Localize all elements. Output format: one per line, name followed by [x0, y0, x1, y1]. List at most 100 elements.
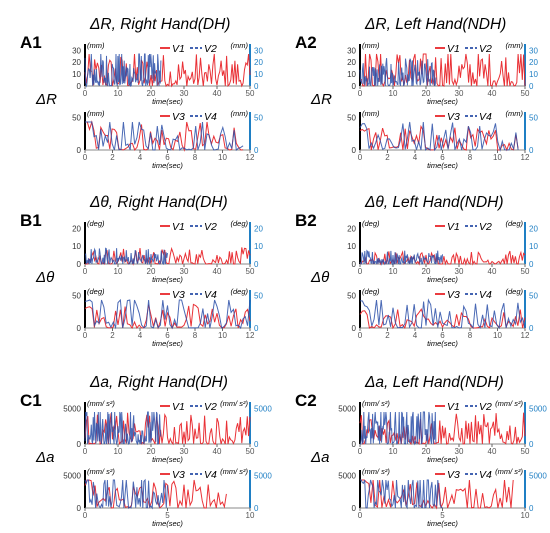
right-unit-label: (mm) [506, 109, 524, 118]
left-tick-label: 0 [352, 324, 357, 333]
right-tick-label: 20 [254, 58, 263, 67]
x-tick-label: 50 [246, 267, 255, 276]
legend-label: V1 [172, 401, 185, 413]
row-label: Δa [35, 449, 54, 466]
x-tick-label: 10 [218, 153, 227, 162]
left-tick-label: 10 [347, 242, 356, 251]
panel-title: ΔR, Right Hand(DH) [89, 16, 230, 33]
left-tick-label: 0 [352, 440, 357, 449]
subplot-a1-bottom: 0 2 4 6 8 10 12 time(sec) 0 50 0 50 (mm) (mm) V3 V4 [72, 109, 263, 170]
x-tick-label: 0 [358, 89, 363, 98]
left-tick-label: 5000 [338, 472, 356, 481]
x-tick-label: 20 [422, 89, 431, 98]
right-tick-label: 50 [254, 114, 263, 123]
x-tick-label: 30 [180, 267, 189, 276]
left-unit-label: (mm/ s²) [87, 467, 115, 476]
subplot-b1-bottom: 0 2 4 6 8 10 12 time(sec) 0 50 0 50 (deg) (deg) V3 V4 [72, 287, 263, 348]
x-tick-label: 30 [455, 89, 464, 98]
left-tick-label: 0 [77, 324, 82, 333]
x-tick-label: 50 [246, 89, 255, 98]
panel-id: A2 [295, 33, 317, 52]
right-unit-label: (mm) [231, 109, 249, 118]
panel-title: Δa, Left Hand(NDH) [364, 374, 504, 391]
left-tick-label: 50 [347, 292, 356, 301]
right-tick-label: 50 [529, 292, 538, 301]
x-tick-label: 2 [110, 153, 115, 162]
right-tick-label: 0 [529, 82, 534, 91]
left-unit-label: (mm) [362, 41, 380, 50]
panel-title: ΔR, Left Hand(NDH) [364, 16, 506, 33]
series-line-v3 [360, 479, 514, 510]
right-tick-label: 10 [254, 242, 263, 251]
x-tick-label: 10 [114, 447, 123, 456]
left-tick-label: 50 [72, 292, 81, 301]
right-tick-label: 0 [254, 260, 259, 269]
left-tick-label: 10 [347, 70, 356, 79]
x-tick-label: 0 [83, 511, 88, 520]
right-tick-label: 30 [529, 46, 538, 55]
x-tick-label: 10 [218, 331, 227, 340]
x-tick-label: 0 [358, 331, 363, 340]
legend-label: V3 [447, 289, 460, 301]
x-tick-label: 12 [521, 153, 530, 162]
panel-title: Δa, Right Hand(DH) [89, 374, 228, 391]
series-line-v2 [359, 58, 437, 87]
right-tick-label: 0 [254, 504, 259, 513]
right-tick-label: 20 [529, 224, 538, 233]
right-tick-label: 10 [254, 70, 263, 79]
right-tick-label: 5000 [254, 404, 272, 413]
x-tick-label: 8 [193, 153, 198, 162]
legend-label: V2 [479, 221, 492, 233]
left-tick-label: 10 [72, 242, 81, 251]
right-tick-label: 0 [254, 82, 259, 91]
legend-label: V4 [204, 111, 217, 123]
x-tick-label: 50 [246, 447, 255, 456]
row-label: Δθ [310, 269, 329, 286]
x-tick-label: 5 [165, 511, 170, 520]
legend-label: V2 [204, 401, 217, 413]
subplot-b2-top: 0 10 20 30 40 50 time(sec) 0 10 20 0 10 20 (deg) (deg)… [347, 219, 538, 284]
series-line-v1 [84, 53, 251, 88]
x-tick-label: 10 [389, 267, 398, 276]
x-tick-label: 0 [358, 267, 363, 276]
right-tick-label: 5000 [529, 404, 547, 413]
subplot-c2-top: 0 10 20 30 40 50 time(sec) 0 5000 0 5000 (mm/ s²) (m… [338, 399, 547, 464]
x-tick-label: 50 [521, 89, 530, 98]
right-tick-label: 50 [529, 114, 538, 123]
x-axis-label: time(sec) [427, 455, 458, 464]
x-tick-label: 0 [358, 153, 363, 162]
legend-label: V1 [172, 43, 185, 55]
subplot-a1-top: 0 10 20 30 40 50 time(sec) 0 10 20 30 0 10 20 30 (mm) (m… [72, 41, 263, 106]
x-tick-label: 10 [389, 447, 398, 456]
x-axis-label: time(sec) [152, 519, 183, 528]
x-tick-label: 40 [213, 267, 222, 276]
x-axis-label: time(sec) [427, 97, 458, 106]
x-tick-label: 10 [114, 267, 123, 276]
right-unit-label: (deg) [230, 219, 248, 228]
x-tick-label: 6 [165, 331, 170, 340]
left-unit-label: (mm) [87, 41, 105, 50]
left-unit-label: (deg) [87, 219, 105, 228]
right-tick-label: 0 [529, 260, 534, 269]
panel-id: C1 [20, 391, 42, 410]
left-unit-label: (deg) [87, 287, 105, 296]
right-tick-label: 5000 [529, 472, 547, 481]
x-tick-label: 30 [180, 447, 189, 456]
x-tick-label: 4 [138, 153, 143, 162]
x-tick-label: 0 [83, 153, 88, 162]
x-tick-label: 0 [83, 89, 88, 98]
left-tick-label: 20 [347, 58, 356, 67]
x-tick-label: 40 [488, 267, 497, 276]
legend-label: V2 [204, 221, 217, 233]
legend-label: V1 [447, 401, 460, 413]
x-axis-label: time(sec) [427, 275, 458, 284]
right-unit-label: (deg) [505, 287, 523, 296]
left-tick-label: 20 [347, 224, 356, 233]
series-line-v2 [359, 249, 443, 266]
left-tick-label: 5000 [338, 404, 356, 413]
